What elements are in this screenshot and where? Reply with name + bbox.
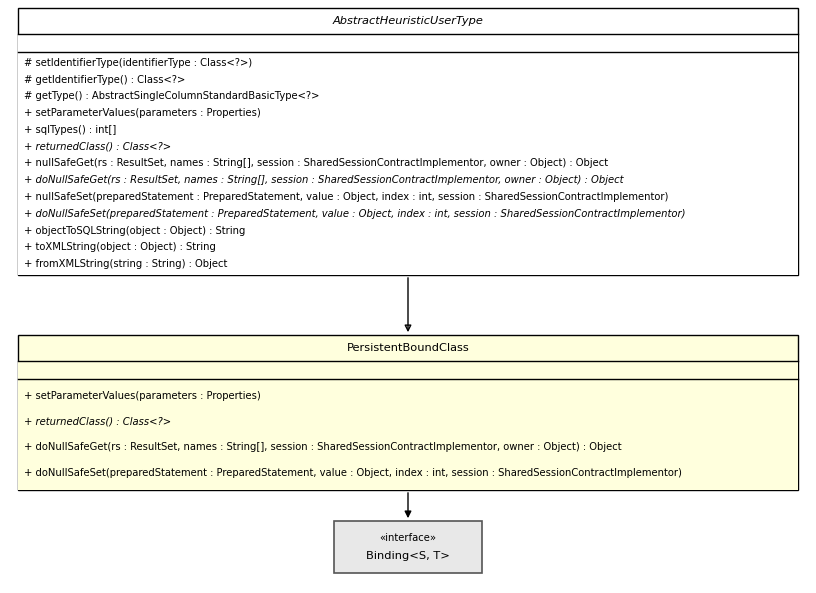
Text: + setParameterValues(parameters : Properties): + setParameterValues(parameters : Proper… <box>24 391 261 401</box>
Text: + doNullSafeSet(preparedStatement : PreparedStatement, value : Object, index : i: + doNullSafeSet(preparedStatement : Prep… <box>24 468 682 478</box>
Text: + returnedClass() : Class<?>: + returnedClass() : Class<?> <box>24 142 171 152</box>
Text: PersistentBoundClass: PersistentBoundClass <box>347 343 469 353</box>
Text: + setParameterValues(parameters : Properties): + setParameterValues(parameters : Proper… <box>24 108 261 118</box>
Text: # setIdentifierType(identifierType : Class<?>): # setIdentifierType(identifierType : Cla… <box>24 58 252 68</box>
Text: + nullSafeGet(rs : ResultSet, names : String[], session : SharedSessionContractI: + nullSafeGet(rs : ResultSet, names : St… <box>24 158 608 168</box>
Text: Binding<S, T>: Binding<S, T> <box>366 551 450 561</box>
Bar <box>18 52 798 275</box>
Bar <box>18 379 798 490</box>
Text: + returnedClass() : Class<?>: + returnedClass() : Class<?> <box>24 417 171 426</box>
Text: # getType() : AbstractSingleColumnStandardBasicType<?>: # getType() : AbstractSingleColumnStanda… <box>24 91 319 101</box>
Bar <box>18 8 798 275</box>
Bar <box>334 521 482 573</box>
Text: + doNullSafeGet(rs : ResultSet, names : String[], session : SharedSessionContrac: + doNullSafeGet(rs : ResultSet, names : … <box>24 176 623 185</box>
Text: + nullSafeSet(preparedStatement : PreparedStatement, value : Object, index : int: + nullSafeSet(preparedStatement : Prepar… <box>24 192 668 202</box>
Text: + fromXMLString(string : String) : Object: + fromXMLString(string : String) : Objec… <box>24 259 228 269</box>
Text: + sqlTypes() : int[]: + sqlTypes() : int[] <box>24 125 116 135</box>
Bar <box>18 335 798 490</box>
Text: AbstractHeuristicUserType: AbstractHeuristicUserType <box>333 16 483 26</box>
Text: «interface»: «interface» <box>379 533 437 543</box>
Text: + objectToSQLString(object : Object) : String: + objectToSQLString(object : Object) : S… <box>24 225 246 235</box>
Text: + doNullSafeSet(preparedStatement : PreparedStatement, value : Object, index : i: + doNullSafeSet(preparedStatement : Prep… <box>24 209 685 219</box>
Bar <box>18 361 798 379</box>
Text: + toXMLString(object : Object) : String: + toXMLString(object : Object) : String <box>24 243 216 253</box>
Text: + doNullSafeGet(rs : ResultSet, names : String[], session : SharedSessionContrac: + doNullSafeGet(rs : ResultSet, names : … <box>24 442 622 452</box>
Text: # getIdentifierType() : Class<?>: # getIdentifierType() : Class<?> <box>24 75 185 85</box>
Bar <box>18 34 798 52</box>
